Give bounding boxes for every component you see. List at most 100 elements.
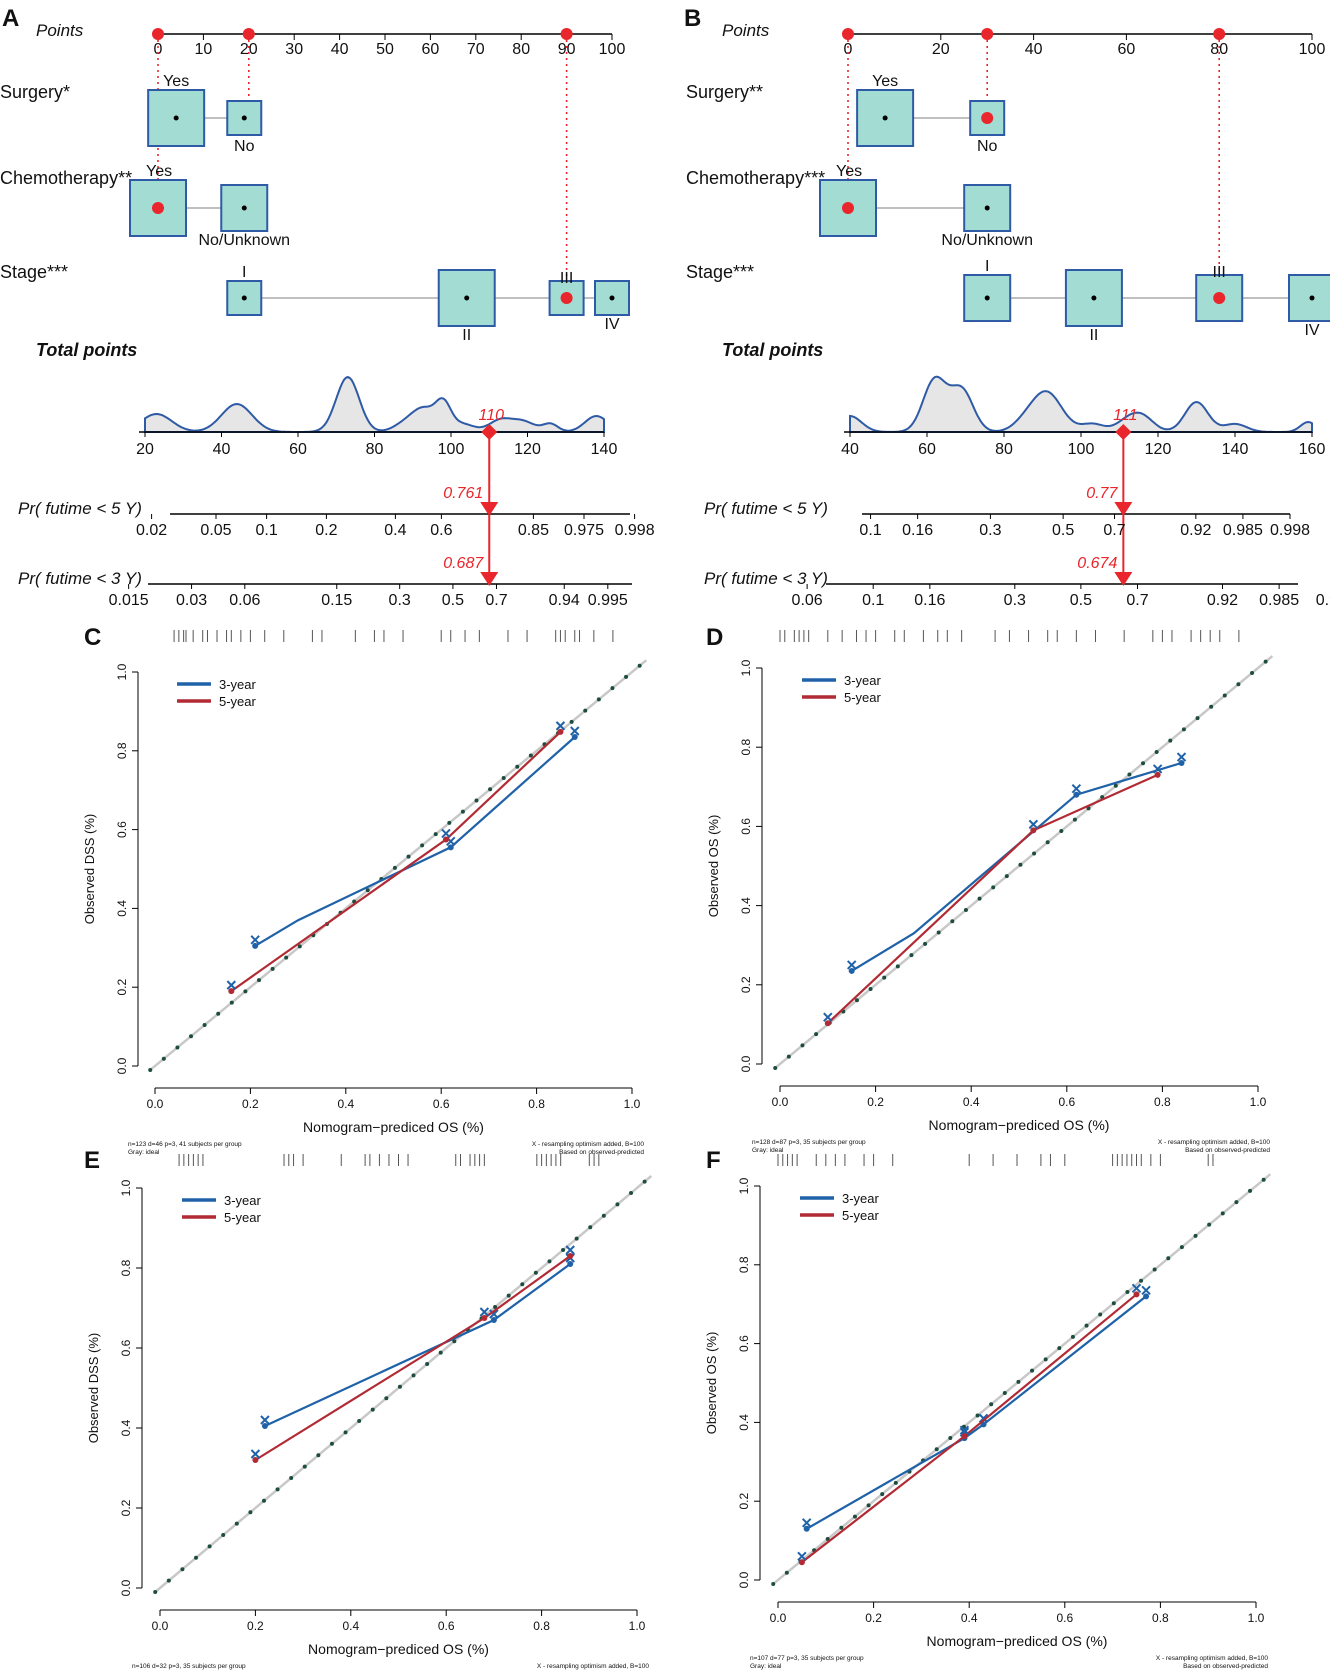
optimism-cross [441,828,451,839]
y-axis-title: Observed OS (%) [704,1332,719,1435]
ideal-dot [1193,1233,1198,1238]
ideal-dot [814,1032,819,1037]
series-point [961,1433,968,1440]
ideal-dot [882,975,887,980]
points-tick-label: 40 [331,41,349,58]
surgery-center-dot [882,115,888,121]
x-tick-label: 0.0 [147,1097,164,1111]
ideal-dot [357,1419,362,1423]
pr3-tick-label: 0.15 [321,592,352,609]
stage-center-dot [1309,295,1315,301]
row-label-points: Points [36,21,84,40]
x-axis-title: Nomogram−prediced OS (%) [303,1119,484,1135]
points-tick-label: 0 [154,41,163,58]
ideal-dot [153,1590,158,1594]
chemo-marker-dot [152,202,164,214]
pr3-tick-label: 0.03 [176,592,207,609]
ideal-dot [948,1435,953,1440]
total-points-tick-label: 120 [514,441,541,458]
surgery-center-dot [241,115,247,121]
series-line-3year [254,736,576,947]
ideal-dot [1018,862,1023,867]
ideal-dot [533,1270,538,1275]
pr3-tick-label: 0.7 [1126,592,1148,609]
series-line-3year [851,761,1182,972]
footer-note-left: n=107 d=77 p=3, 35 subjects per group [750,1655,864,1662]
optimism-cross [959,1425,970,1435]
pr3-tick-label: 0.1 [862,592,884,609]
series-point [1030,827,1037,834]
stage-level-label: I [985,258,989,275]
y-tick-label: 0.6 [737,1335,751,1352]
ideal-dot [302,1464,307,1469]
pr3-tick-label: 0.5 [442,592,464,609]
optimism-cross [1131,1283,1142,1294]
series-point [481,1315,488,1321]
ideal-dot [166,1578,171,1583]
total-points-density [849,375,1313,433]
stage-level-label: II [1089,327,1098,344]
ideal-dot [1234,1200,1239,1205]
total-points-tick-label: 80 [995,441,1013,458]
ideal-dot [411,1373,416,1378]
ideal-dot [452,1339,457,1344]
ideal-dot [343,1430,348,1435]
panel-label: F [706,1147,721,1174]
footer-note-right: X - resampling optimism added, B=100 [1158,1139,1271,1146]
ideal-dot [642,1179,647,1184]
row-label-total-points: Total points [36,340,137,360]
x-tick-label: 0.8 [528,1097,545,1111]
surgery-level-label: Yes [163,73,189,90]
points-tick-label: 100 [599,41,626,58]
y-tick-label: 0.6 [119,1339,133,1356]
pr5-marker-label: 0.761 [443,485,483,502]
y-tick-label: 0.8 [739,739,753,756]
optimism-cross [797,1551,807,1561]
pr3-tick-label: 0.16 [914,592,945,609]
row-label-pr3: Pr( futime < 3 Y) [18,569,142,588]
calibration-plot-d: D 0.0 0.0 0.2 0.2 0.4 0.4 0.6 0.6 0.8 0.8 1.0 1.0 Obs… [706,624,1274,1154]
optimism-cross [1176,752,1187,762]
stage-center-dot [984,295,990,301]
y-tick-label: 0.6 [739,818,753,835]
pr5-tick-label: 0.985 [1223,522,1263,539]
ideal-dot [234,1521,239,1526]
ideal-dot [583,708,588,713]
total-points-tick-label: 60 [918,441,936,458]
y-tick-label: 1.0 [737,1177,751,1194]
ideal-dot [1030,1368,1035,1373]
optimism-cross [1071,784,1082,794]
ideal-dot [1248,1188,1253,1193]
ideal-dot [1084,1323,1089,1328]
optimism-cross [226,980,237,990]
row-label-points: Points [722,21,770,40]
ideal-dot [1113,783,1118,788]
row-label-stage: Stage*** [686,262,754,282]
ideal-dot [1209,704,1214,709]
ideal-dot [991,885,996,890]
row-label-pr5: Pr( futime < 5 Y) [704,499,828,518]
ideal-dot [893,1480,898,1485]
series-point [803,1525,810,1532]
ideal-dot [148,1067,153,1072]
ideal-dot [202,1023,207,1028]
points-tick-label: 40 [1025,41,1043,58]
ideal-dot [216,1011,221,1016]
points-tick-label: 20 [932,41,950,58]
ideal-dot [1032,851,1037,856]
ideal-dot [773,1065,778,1070]
series-point [1143,1293,1150,1300]
pr5-tick-label: 0.998 [615,522,655,539]
series-line-5year [827,773,1159,1025]
stage-level-label: I [242,264,246,281]
row-label-surgery: Surgery** [686,82,763,102]
optimism-cross [479,1307,490,1317]
x-tick-label: 0.2 [242,1097,259,1111]
footer-note-right: X - resampling optimism added, B=100 [1156,1655,1269,1662]
ideal-dot [936,930,941,935]
ideal-dot [180,1567,185,1572]
x-tick-label: 0.0 [152,1619,169,1633]
legend-label: 5-year [219,694,257,709]
x-tick-label: 1.0 [624,1097,641,1111]
